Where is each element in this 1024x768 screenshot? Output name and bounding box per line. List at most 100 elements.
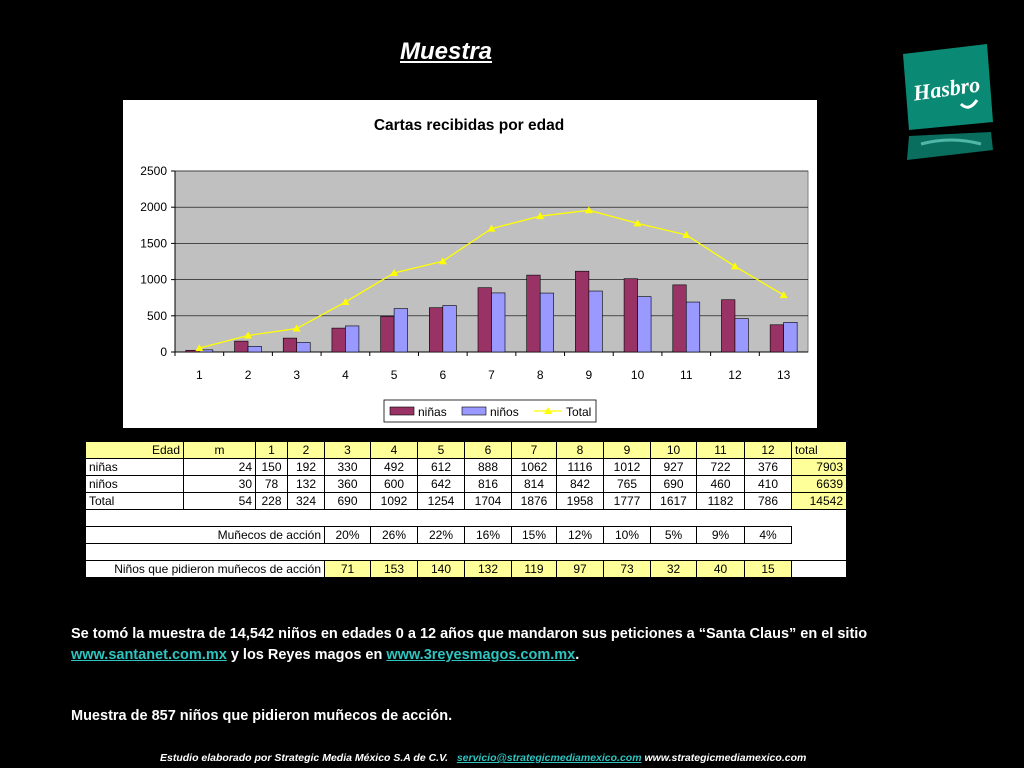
bar-niñas [331,327,346,353]
footer: Estudio elaborado por Strategic Media Mé… [160,752,806,764]
table-cell: 600 [370,475,418,493]
munecos-value: 12% [556,526,604,544]
footer-text: Estudio elaborado por Strategic Media Mé… [160,752,449,764]
x-tick-label: 6 [439,368,446,382]
legend-swatch-niñas [389,406,415,416]
table-cell: 690 [650,475,697,493]
header-cell: 4 [370,441,418,459]
x-tick-label: 9 [586,368,593,382]
bar-niñas [623,278,638,353]
munecos-row: Muñecos de acción 20% 26% 22% 16% 15% 12% 10% 5%… [85,526,847,544]
bar-niños [734,318,749,353]
table-spacer-row [85,509,847,527]
bar-niñas [282,337,298,353]
reyesmagos-link[interactable]: www.3reyesmagos.com.mx [386,647,576,663]
point-Total [292,324,301,332]
y-tick-label: 2500 [140,164,167,178]
point-Total [390,268,399,276]
table-cell: 1012 [603,458,651,476]
point-Total [536,212,545,220]
munecos-value: 22% [417,526,465,544]
table-cell: 842 [556,475,604,493]
point-Total [633,219,642,227]
table-cell: 7903 [791,458,847,476]
santanet-link[interactable]: www.santanet.com.mx [71,647,227,663]
pidieron-label: Niños que pidieron muñecos de acción [85,560,325,578]
paragraph1-text-b: y los Reyes magos en [226,647,387,663]
header-cell: 3 [324,441,371,459]
bar-niños [685,301,701,353]
table-cell: 1182 [696,492,745,510]
munecos-value: 26% [370,526,418,544]
pidieron-value: 32 [650,560,697,578]
pidieron-value: 119 [511,560,557,578]
table-cell: 6639 [791,475,847,493]
pidieron-value: 153 [370,560,418,578]
table-cell: 24 [183,458,256,476]
table-cell: 1254 [417,492,465,510]
table-cell: 228 [255,492,288,510]
y-tick-label: 500 [147,309,167,323]
bar-niñas [234,340,249,353]
munecos-value: 16% [464,526,512,544]
table-header-row: Edad m 1 2 3 4 5 6 7 8 9 10 11 12 total [85,441,847,459]
point-Total [244,331,253,339]
table-cell: 1777 [603,492,651,510]
table-cell: 150 [255,458,288,476]
page-title: Muestra [399,38,493,65]
table-row: niñas 24 150 192 330 492 612 888 1062 1116 1012 927… [85,458,847,476]
x-tick-label: 12 [728,368,742,382]
table-cell: 612 [417,458,465,476]
sample-description: Se tomó la muestra de 14,542 niños en ed… [71,624,951,666]
header-cell: 6 [464,441,512,459]
point-Total [730,262,739,270]
header-cell: 5 [417,441,465,459]
table-cell: 132 [287,475,325,493]
munecos-value: 5% [650,526,697,544]
table-cell: 54 [183,492,256,510]
y-tick-label: 0 [160,345,167,359]
munecos-label: Muñecos de acción [85,526,325,544]
point-Total [584,206,593,214]
pidieron-value: 132 [464,560,512,578]
bar-niñas [477,287,492,353]
legend-marker-Total [544,407,552,414]
table-cell: 1116 [556,458,604,476]
pidieron-value: 15 [744,560,792,578]
hasbro-logo: Hasbro [901,44,994,162]
chart-legend: niñas niños Total [383,399,597,423]
bar-niñas [769,324,784,353]
bar-niños [588,290,603,353]
pidieron-value: 140 [417,560,465,578]
legend-label-niñas: niñas [418,405,447,419]
row-label: Total [85,492,184,510]
footer-email-link[interactable]: servicio@strategicmediamexico.com [456,752,642,764]
pidieron-value: 73 [603,560,651,578]
pidieron-value: 71 [324,560,371,578]
table-cell: 1617 [650,492,697,510]
header-cell: 8 [556,441,604,459]
bar-niños [783,322,798,353]
table-cell: 330 [324,458,371,476]
point-Total [341,298,350,306]
chart-area: Cartas recibidas por edad 0 500 1000 1500 20… [123,100,817,428]
bar-niñas [672,284,687,353]
pidieron-value: 97 [556,560,604,578]
x-tick-label: 4 [342,368,349,382]
x-tick-label: 10 [631,368,645,382]
table-cell: 192 [287,458,325,476]
table-spacer-row [85,543,847,561]
empty-cell [791,560,847,578]
point-Total [779,291,788,299]
bar-niños [539,292,554,353]
table-cell: 78 [255,475,288,493]
footer-website: www.strategicmediamexico.com [644,752,807,764]
header-cell: 9 [603,441,651,459]
header-cell: m [183,441,256,459]
table-cell: 816 [464,475,512,493]
header-cell: Edad [85,441,184,459]
bar-line-chart: Cartas recibidas por edad 0 500 1000 1500 20… [140,117,809,423]
x-tick-label: 3 [293,368,300,382]
bar-niños [491,292,506,353]
spacer-cell [85,543,847,561]
